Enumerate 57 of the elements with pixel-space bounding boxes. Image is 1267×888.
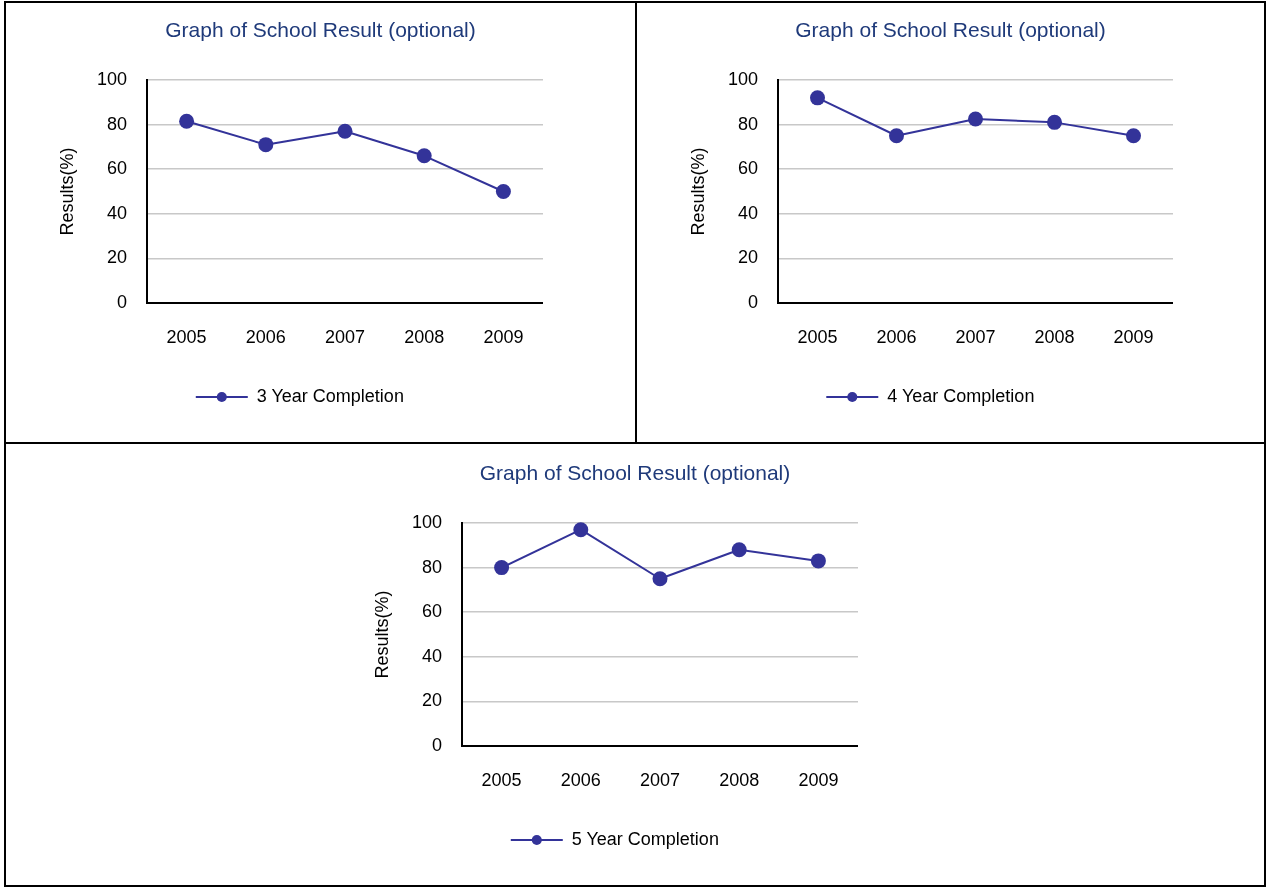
y-tick-label: 0: [116, 291, 127, 312]
x-tick-label: 2008: [719, 769, 760, 790]
x-tick-label: 2006: [245, 326, 286, 347]
point: [968, 111, 983, 127]
point: [1126, 128, 1141, 144]
y-tick-label: 20: [106, 247, 127, 268]
point: [573, 522, 589, 538]
point: [810, 553, 826, 569]
y-axis-title: Results(%): [56, 147, 77, 236]
point: [258, 137, 274, 153]
x-tick-label: 2007: [955, 326, 996, 347]
y-tick-label: 100: [411, 511, 442, 532]
y-tick-label: 40: [737, 202, 758, 223]
point: [495, 184, 511, 199]
x-tick-label: 2006: [876, 326, 917, 347]
x-tick-label: 2009: [798, 769, 839, 790]
y-tick-label: 80: [421, 556, 442, 577]
legend-label: 4 Year Completion: [887, 385, 1035, 406]
point: [889, 128, 904, 144]
y-axis-title: Results(%): [371, 590, 392, 679]
point: [652, 571, 668, 587]
y-tick-label: 20: [737, 247, 758, 268]
x-tick-label: 2005: [797, 326, 838, 347]
y-tick-label: 60: [421, 601, 442, 622]
x-tick-label: 2009: [483, 326, 524, 347]
point: [810, 90, 825, 106]
point: [337, 123, 353, 139]
chart-title: Graph of School Result (optional): [165, 18, 476, 41]
x-tick-label: 2008: [1034, 326, 1075, 347]
y-tick-label: 20: [421, 690, 442, 711]
point: [416, 148, 432, 164]
x-tick-label: 2007: [639, 769, 681, 790]
x-tick-label: 2009: [1113, 326, 1154, 347]
point: [1047, 114, 1062, 130]
point: [494, 560, 510, 576]
y-tick-label: 80: [106, 113, 127, 134]
point: [179, 113, 195, 129]
y-tick-label: 100: [727, 68, 758, 89]
legend-label: 3 Year Completion: [256, 385, 404, 406]
y-tick-label: 60: [106, 158, 127, 179]
y-tick-label: 80: [737, 113, 758, 134]
chart-title: Graph of School Result (optional): [479, 461, 791, 484]
y-axis-title: Results(%): [687, 147, 708, 236]
point: [731, 542, 747, 558]
y-tick-label: 40: [421, 645, 442, 666]
y-tick-label: 0: [431, 734, 442, 755]
chart-title: Graph of School Result (optional): [795, 18, 1106, 41]
x-tick-label: 2006: [560, 769, 601, 790]
x-tick-label: 2005: [481, 769, 522, 790]
legend-label: 5 Year Completion: [571, 828, 719, 849]
x-tick-label: 2007: [324, 326, 366, 347]
y-tick-label: 100: [96, 68, 127, 89]
x-tick-label: 2008: [404, 326, 445, 347]
y-tick-label: 40: [106, 202, 127, 223]
y-tick-label: 60: [737, 158, 758, 179]
x-tick-label: 2005: [166, 326, 207, 347]
y-tick-label: 0: [747, 291, 758, 312]
